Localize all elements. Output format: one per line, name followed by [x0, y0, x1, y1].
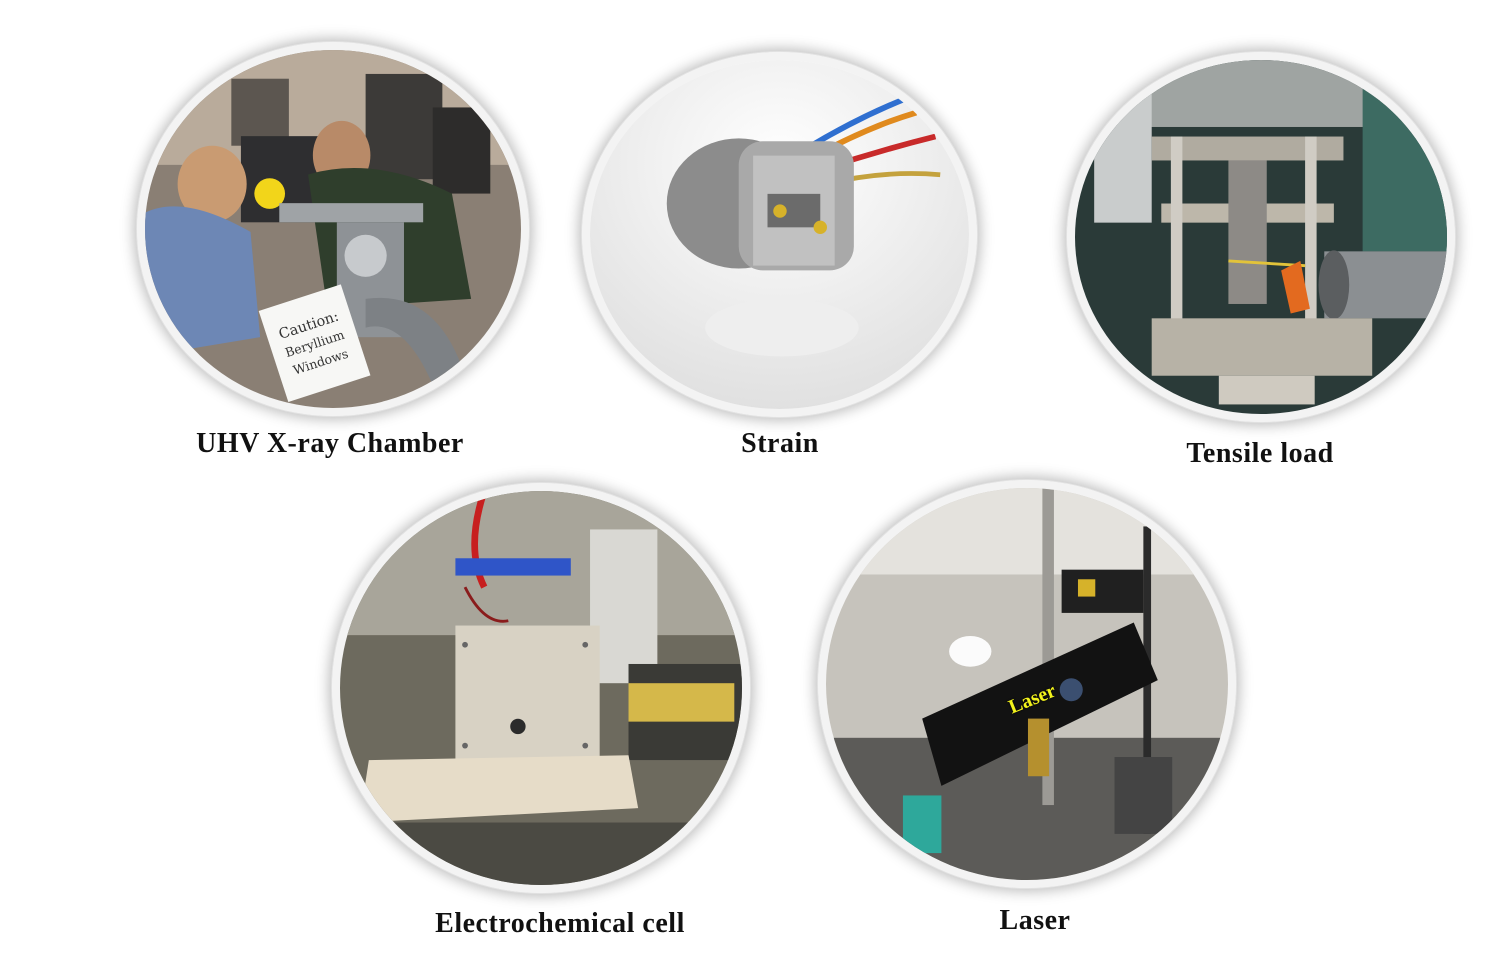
electrochemical-cell-caption: Electrochemical cell: [435, 908, 685, 939]
electrochemical-cell-photo: [332, 483, 750, 893]
uhv-chamber-photo: Caution: Beryllium Windows: [137, 42, 529, 416]
laser-caption: Laser: [999, 905, 1071, 936]
tensile-load-photo: [1067, 52, 1455, 422]
uhv-chamber-caption: UHV X-ray Chamber: [196, 428, 464, 459]
strain-caption: Strain: [741, 428, 819, 459]
strain-photo: [582, 52, 977, 417]
tensile-load-caption: Tensile load: [1186, 438, 1334, 469]
laser-photo: Laser: [818, 480, 1236, 888]
